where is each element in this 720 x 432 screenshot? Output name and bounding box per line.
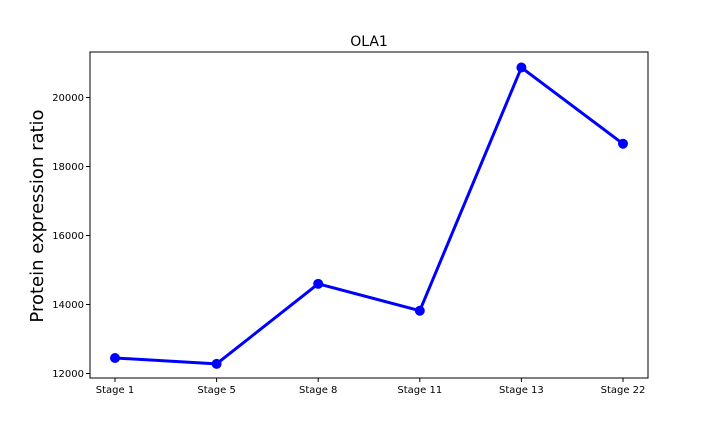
data-point <box>110 352 120 363</box>
y-tick-label: 14000 <box>52 300 84 311</box>
y-tick-label: 20000 <box>52 93 84 104</box>
series-line <box>114 66 624 366</box>
y-tick-label: 16000 <box>52 231 84 242</box>
plot-frame <box>89 51 649 379</box>
data-point <box>414 305 425 316</box>
x-tick-label: Stage 22 <box>601 385 646 396</box>
x-tick-label: Stage 5 <box>197 385 235 396</box>
x-tick-label: Stage 8 <box>299 385 337 396</box>
y-tick-label: 12000 <box>52 369 84 380</box>
x-tick-label: Stage 13 <box>499 385 544 396</box>
data-point <box>313 278 324 289</box>
data-point <box>211 358 222 369</box>
data-point <box>618 138 628 149</box>
y-tick-label: 18000 <box>52 162 84 173</box>
data-point <box>516 62 527 73</box>
x-tick-label: Stage 11 <box>397 385 442 396</box>
chart-title: OLA1 <box>350 34 388 50</box>
y-axis-label: Protein expression ratio <box>27 109 48 322</box>
x-tick-label: Stage 1 <box>96 385 134 396</box>
